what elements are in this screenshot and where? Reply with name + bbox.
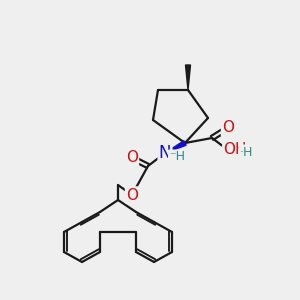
Polygon shape (165, 141, 186, 153)
Polygon shape (185, 65, 190, 90)
Text: O: O (126, 188, 138, 202)
Text: O: O (222, 121, 234, 136)
Text: ·H: ·H (239, 146, 253, 158)
Text: ⁻H: ⁻H (169, 151, 185, 164)
Text: N: N (159, 144, 171, 162)
Text: OH: OH (223, 142, 247, 158)
Text: O: O (126, 151, 138, 166)
